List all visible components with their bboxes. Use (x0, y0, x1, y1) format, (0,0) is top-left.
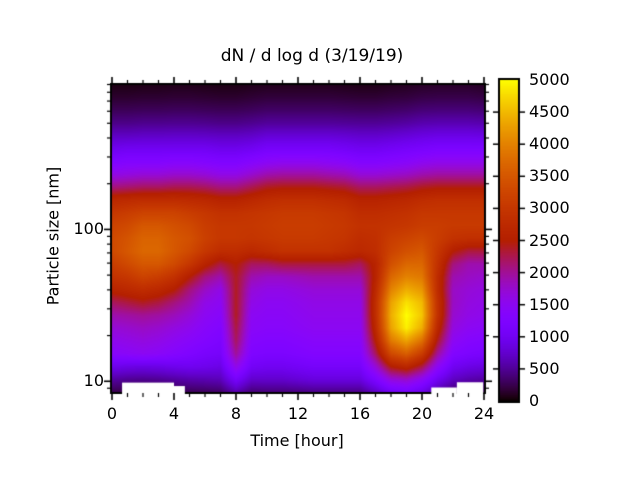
y-tick-label: 10 (83, 371, 104, 391)
cb-tick-label: 2500 (529, 230, 570, 250)
cb-tick-label: 4500 (529, 102, 570, 122)
cb-tick-label: 500 (529, 358, 560, 378)
cb-tick-label: 1500 (529, 294, 570, 314)
cb-tick-label: 2000 (529, 262, 570, 282)
cb-tick-label: 1000 (529, 326, 570, 346)
x-tick-label: 0 (106, 404, 118, 423)
cb-tick-label: 3000 (529, 198, 570, 218)
cb-tick-label: 0 (529, 391, 540, 410)
cb-tick-label: 4000 (529, 134, 570, 154)
x-tick-label: 24 (473, 404, 495, 423)
x-tick-label: 20 (411, 404, 433, 423)
y-tick-label: 100 (73, 219, 104, 239)
x-tick-label: 8 (230, 404, 242, 423)
chart-title: dN / d log d (3/19/19) (220, 46, 404, 66)
x-tick-label: 16 (349, 404, 371, 423)
x-tick-label: 4 (168, 404, 180, 423)
cb-tick-label: 3500 (529, 166, 570, 186)
x-axis-label: Time [hour] (250, 431, 344, 450)
x-tick-label: 12 (287, 404, 309, 423)
cb-tick-label: 5000 (529, 70, 570, 89)
